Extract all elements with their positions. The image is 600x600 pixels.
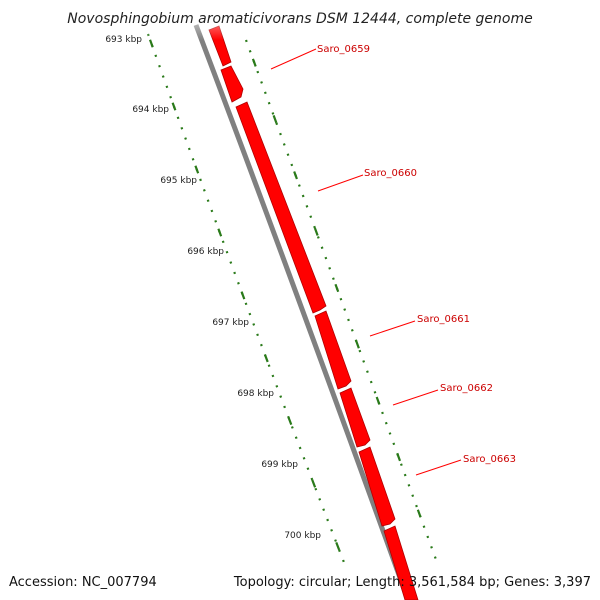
accession-text: Accession: NC_007794 [9, 575, 157, 590]
tick-label: 697 kbp [212, 318, 249, 328]
gene-arrow-saro-0663[interactable] [358, 446, 396, 527]
tick-label: 699 kbp [261, 460, 298, 470]
gene-track [208, 25, 419, 600]
top-fade [0, 0, 600, 40]
gene-arrow-saro-0664[interactable] [383, 525, 419, 600]
gene-leader-line [392, 389, 439, 406]
gene-label[interactable]: Saro_0660 [364, 168, 417, 179]
genome-backbone [193, 24, 411, 600]
map-title: Novosphingobium aromaticivorans DSM 1244… [67, 11, 532, 27]
tick-label: 694 kbp [132, 105, 169, 115]
tick-label: 698 kbp [237, 389, 274, 399]
gc-track-right [244, 39, 440, 566]
tick-label: 700 kbp [284, 531, 321, 541]
gene-leader-line [270, 48, 317, 70]
gene-label[interactable]: Saro_0661 [417, 314, 470, 325]
gene-labels: Saro_0659 Saro_0660 Saro_0661 Saro_0662 … [270, 44, 516, 476]
gene-leader-line [369, 320, 416, 337]
tick-label: 695 kbp [160, 176, 197, 186]
gene-arrow-saro-0661[interactable] [314, 310, 352, 390]
gene-arrow-saro-0662[interactable] [339, 387, 371, 448]
gene-label[interactable]: Saro_0663 [463, 454, 516, 465]
gene-arrow-saro-0659[interactable] [220, 65, 244, 103]
genome-stats-text: Topology: circular; Length: 3,561,584 bp… [233, 575, 591, 590]
gene-leader-line [415, 459, 462, 476]
gene-label[interactable]: Saro_0662 [440, 383, 493, 394]
gene-leader-line [317, 174, 364, 192]
tick-label: 693 kbp [105, 35, 142, 45]
tick-label: 696 kbp [187, 247, 224, 257]
gene-arrow-saro-0660[interactable] [235, 101, 327, 314]
tick-labels: 693 kbp 694 kbp 695 kbp 696 kbp 697 kbp … [105, 35, 321, 541]
gene-label[interactable]: Saro_0659 [317, 44, 370, 55]
